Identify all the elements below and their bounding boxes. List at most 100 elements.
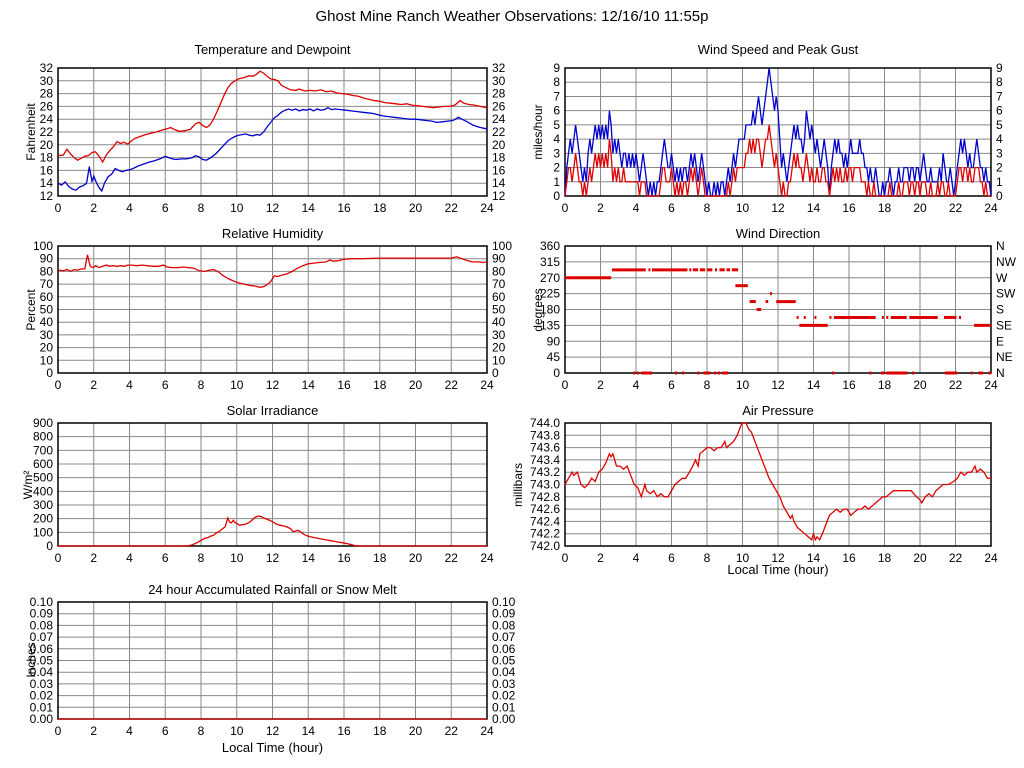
svg-text:16: 16 <box>842 201 856 215</box>
svg-text:9: 9 <box>553 61 560 75</box>
svg-text:32: 32 <box>492 61 506 75</box>
x-axis-label-rainfall: Local Time (hour) <box>221 740 324 755</box>
svg-text:14: 14 <box>302 551 316 565</box>
svg-text:135: 135 <box>540 318 560 332</box>
svg-text:50: 50 <box>40 303 54 317</box>
svg-text:12: 12 <box>771 201 785 215</box>
svg-text:14: 14 <box>302 201 316 215</box>
svg-text:16: 16 <box>492 163 506 177</box>
svg-text:0.06: 0.06 <box>492 642 516 656</box>
svg-text:40: 40 <box>492 315 506 329</box>
svg-text:2: 2 <box>90 724 97 738</box>
svg-text:30: 30 <box>492 74 506 88</box>
svg-text:0.10: 0.10 <box>30 595 54 609</box>
svg-text:18: 18 <box>373 378 387 392</box>
svg-text:45: 45 <box>547 350 561 364</box>
svg-text:225: 225 <box>540 287 560 301</box>
svg-text:22: 22 <box>445 724 459 738</box>
svg-text:2: 2 <box>90 551 97 565</box>
svg-text:0.07: 0.07 <box>30 630 54 644</box>
chart-title-wind-direction: Wind Direction <box>735 226 821 241</box>
svg-text:10: 10 <box>230 378 244 392</box>
svg-text:24: 24 <box>40 112 54 126</box>
svg-text:20: 20 <box>492 138 506 152</box>
svg-text:0.05: 0.05 <box>492 654 516 668</box>
svg-text:6: 6 <box>668 551 675 565</box>
svg-text:1: 1 <box>553 175 560 189</box>
svg-text:E: E <box>996 334 1004 348</box>
svg-text:18: 18 <box>373 724 387 738</box>
chart-title-solar: Solar Irradiance <box>226 403 319 418</box>
svg-text:2: 2 <box>553 161 560 175</box>
svg-text:100: 100 <box>492 239 512 253</box>
svg-text:SE: SE <box>996 318 1012 332</box>
svg-text:16: 16 <box>842 378 856 392</box>
svg-text:8: 8 <box>996 75 1003 89</box>
svg-text:20: 20 <box>409 378 423 392</box>
svg-text:30: 30 <box>492 328 506 342</box>
svg-text:18: 18 <box>373 551 387 565</box>
svg-text:10: 10 <box>736 378 750 392</box>
svg-text:S: S <box>996 303 1004 317</box>
chart-title-pressure: Air Pressure <box>742 403 814 418</box>
x-axis-label-pressure: Local Time (hour) <box>727 562 829 577</box>
svg-text:0.02: 0.02 <box>492 689 516 703</box>
svg-text:2: 2 <box>597 201 604 215</box>
svg-text:0: 0 <box>55 551 62 565</box>
svg-text:90: 90 <box>547 334 561 348</box>
svg-text:22: 22 <box>949 378 963 392</box>
svg-text:20: 20 <box>409 724 423 738</box>
chart-title-rainfall: 24 hour Accumulated Rainfall or Snow Mel… <box>148 582 397 597</box>
svg-text:4: 4 <box>553 132 560 146</box>
svg-text:24: 24 <box>984 201 998 215</box>
svg-text:60: 60 <box>40 290 54 304</box>
svg-text:8: 8 <box>704 201 711 215</box>
svg-text:18: 18 <box>878 201 892 215</box>
svg-text:8: 8 <box>553 75 560 89</box>
svg-text:50: 50 <box>492 303 506 317</box>
svg-text:12: 12 <box>492 189 506 203</box>
svg-text:4: 4 <box>633 378 640 392</box>
svg-text:10: 10 <box>230 551 244 565</box>
svg-text:5: 5 <box>553 118 560 132</box>
air-pressure-chart: 0 2 4 6 8 10 12 14 16 18 20 22 24742.0742.2742.4742.… <box>530 416 998 565</box>
svg-text:0.02: 0.02 <box>30 689 54 703</box>
svg-text:0.07: 0.07 <box>492 630 516 644</box>
svg-text:0: 0 <box>55 378 62 392</box>
svg-text:NW: NW <box>996 255 1017 269</box>
svg-text:0.03: 0.03 <box>492 677 516 691</box>
svg-text:900: 900 <box>33 416 53 430</box>
svg-text:5: 5 <box>996 118 1003 132</box>
svg-text:600: 600 <box>33 457 53 471</box>
svg-text:14: 14 <box>302 378 316 392</box>
svg-text:0.00: 0.00 <box>30 712 54 726</box>
svg-text:1: 1 <box>996 175 1003 189</box>
svg-text:NE: NE <box>996 350 1013 364</box>
svg-text:4: 4 <box>633 201 640 215</box>
svg-text:180: 180 <box>540 303 560 317</box>
svg-text:4: 4 <box>126 551 133 565</box>
svg-text:14: 14 <box>492 176 506 190</box>
svg-text:0.08: 0.08 <box>492 618 516 632</box>
svg-text:8: 8 <box>704 378 711 392</box>
svg-text:0.04: 0.04 <box>30 665 54 679</box>
svg-text:8: 8 <box>704 551 711 565</box>
svg-text:14: 14 <box>40 176 54 190</box>
svg-text:743.2: 743.2 <box>530 465 560 479</box>
svg-text:N: N <box>996 366 1005 380</box>
svg-text:700: 700 <box>33 443 53 457</box>
svg-text:12: 12 <box>266 551 280 565</box>
svg-text:8: 8 <box>198 724 205 738</box>
svg-text:0: 0 <box>46 366 53 380</box>
svg-text:24: 24 <box>480 201 494 215</box>
svg-text:28: 28 <box>492 87 506 101</box>
svg-text:2: 2 <box>90 201 97 215</box>
svg-text:0: 0 <box>492 366 499 380</box>
svg-text:6: 6 <box>668 201 675 215</box>
svg-text:12: 12 <box>771 378 785 392</box>
svg-text:0.06: 0.06 <box>30 642 54 656</box>
svg-text:6: 6 <box>162 724 169 738</box>
svg-text:12: 12 <box>266 378 280 392</box>
svg-text:N: N <box>996 239 1005 253</box>
svg-text:6: 6 <box>162 551 169 565</box>
